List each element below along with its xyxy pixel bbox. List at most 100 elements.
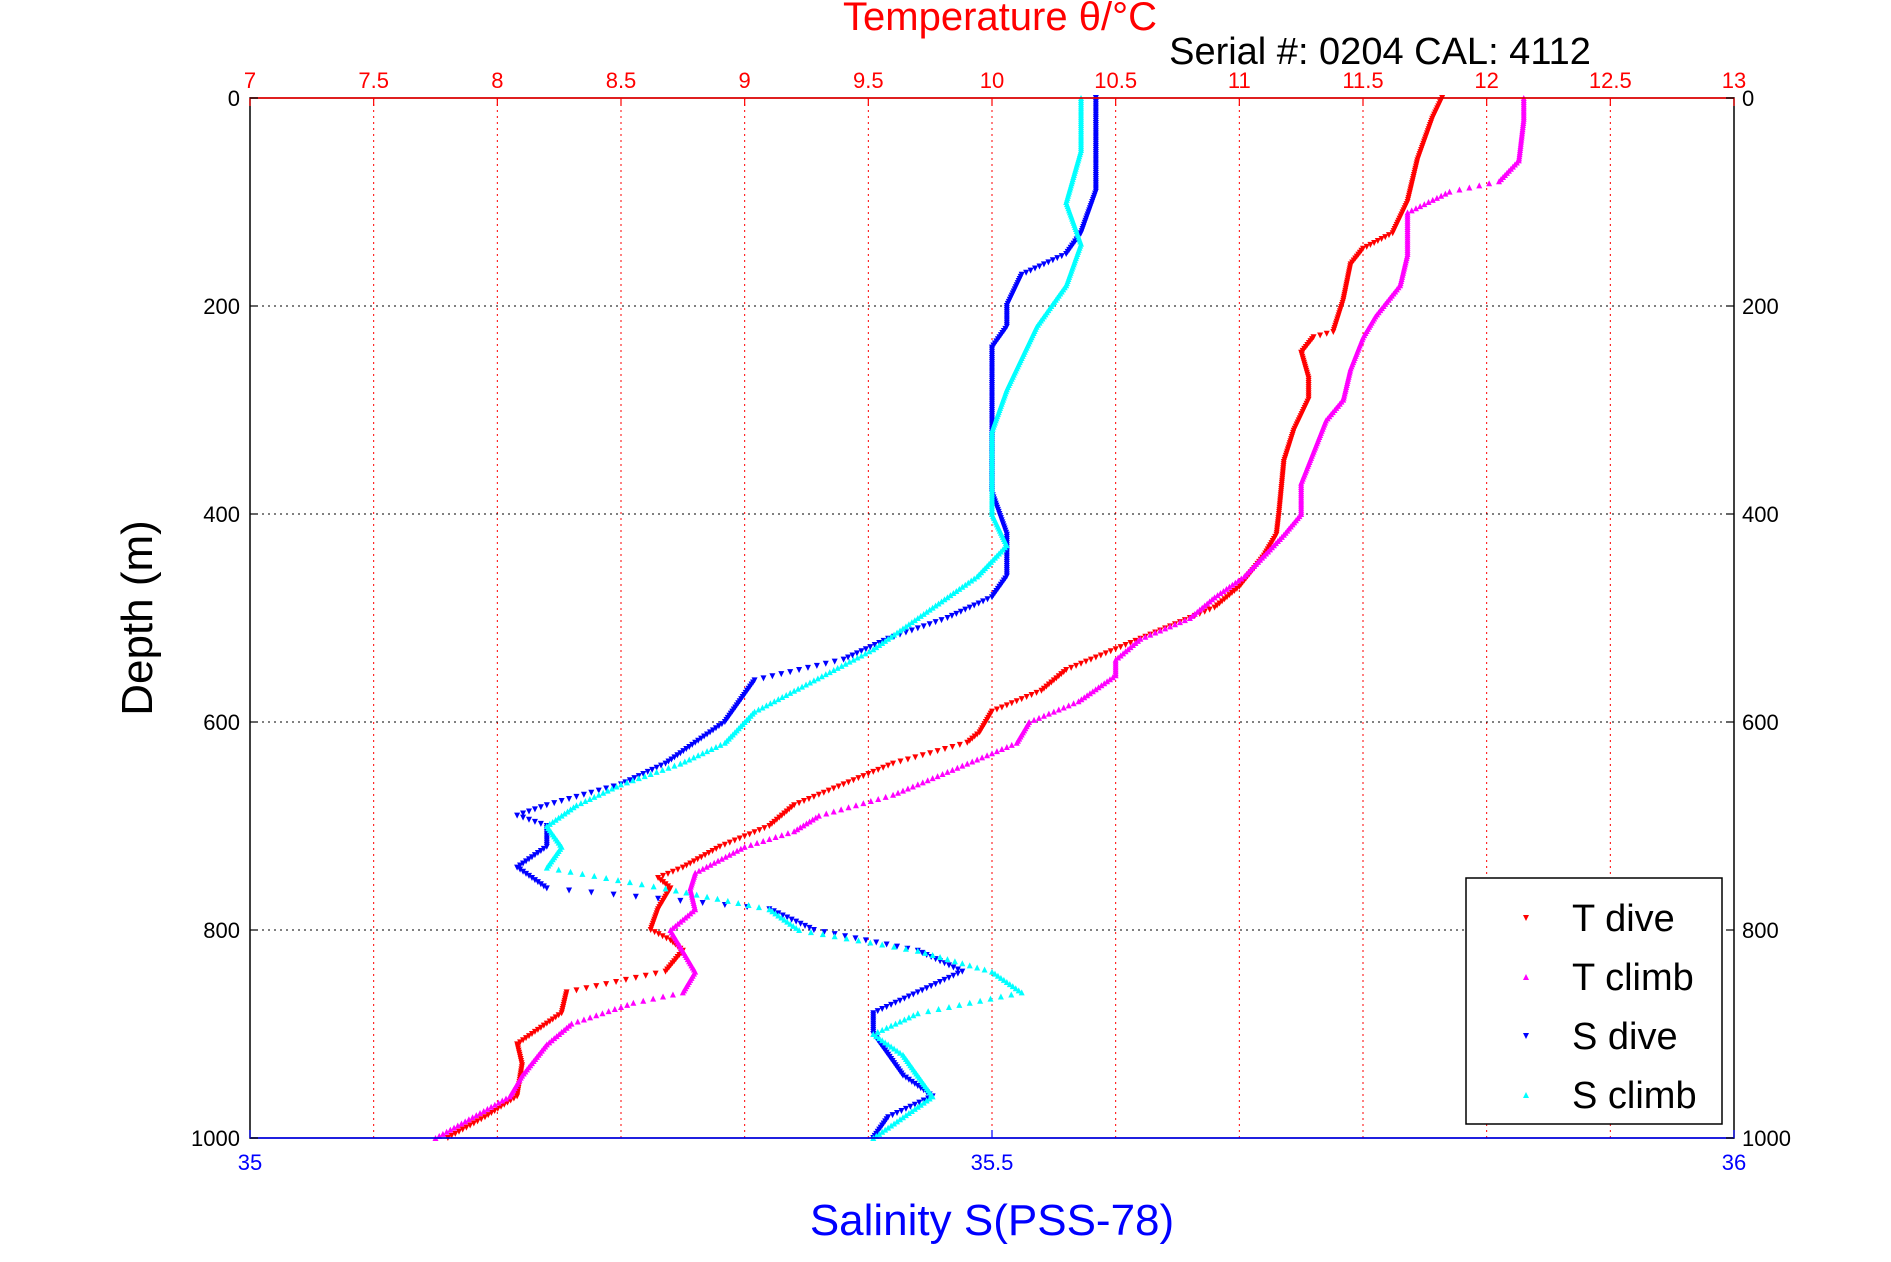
- data-marker: [659, 766, 666, 773]
- data-marker: [593, 983, 600, 990]
- data-marker: [870, 768, 877, 775]
- data-marker: [883, 1003, 890, 1010]
- series-t-climb: [432, 95, 1527, 1141]
- data-marker: [866, 648, 873, 655]
- data-marker: [577, 800, 584, 807]
- data-marker: [873, 939, 880, 946]
- data-marker: [784, 918, 791, 925]
- data-marker: [1092, 686, 1099, 693]
- data-marker: [1456, 186, 1463, 193]
- data-marker: [949, 743, 956, 750]
- data-marker: [1167, 623, 1174, 630]
- data-point: [989, 968, 995, 975]
- data-marker: [695, 737, 702, 744]
- data-marker: [989, 425, 996, 432]
- top-tick-label: 9.5: [853, 68, 884, 93]
- data-marker: [1520, 113, 1527, 120]
- data-marker: [746, 831, 753, 838]
- data-marker: [831, 658, 838, 665]
- data-marker: [551, 800, 558, 807]
- data-marker: [546, 1039, 553, 1046]
- data-marker: [1281, 456, 1288, 463]
- right-tick-label: 800: [1742, 918, 1779, 943]
- data-marker: [1081, 694, 1088, 701]
- data-marker: [610, 783, 617, 790]
- data-point: [1075, 698, 1082, 705]
- data-marker: [1374, 238, 1381, 244]
- data-marker: [905, 993, 912, 1000]
- data-marker: [902, 1105, 909, 1112]
- right-tick-label: 1000: [1742, 1126, 1791, 1151]
- data-marker: [712, 725, 719, 732]
- data-marker: [1003, 529, 1010, 536]
- data-point: [890, 791, 897, 798]
- data-marker: [898, 1107, 905, 1114]
- data-marker: [724, 897, 731, 904]
- right-tick-label: 600: [1742, 710, 1779, 735]
- data-marker: [463, 1124, 470, 1131]
- series-s-climb: [543, 95, 1085, 1141]
- data-marker: [588, 789, 595, 796]
- data-marker: [845, 804, 852, 811]
- data-marker: [566, 795, 573, 802]
- data-marker: [1009, 983, 1016, 990]
- data-marker: [520, 814, 527, 821]
- data-marker: [1349, 259, 1356, 266]
- data-marker: [860, 773, 867, 780]
- data-marker: [838, 662, 845, 669]
- data-marker: [520, 868, 527, 875]
- data-marker: [879, 941, 886, 948]
- data-marker: [1476, 182, 1483, 189]
- data-marker: [935, 600, 942, 607]
- data-marker: [823, 810, 830, 817]
- data-marker: [603, 875, 610, 881]
- data-marker: [660, 993, 667, 1000]
- data-marker: [962, 581, 969, 588]
- top-tick-label: 8: [491, 68, 503, 93]
- data-marker: [781, 916, 788, 923]
- data-marker: [721, 841, 728, 848]
- data-marker: [1055, 706, 1062, 713]
- data-marker: [555, 814, 562, 821]
- data-marker: [655, 895, 662, 902]
- data-marker: [912, 754, 919, 761]
- data-marker: [820, 789, 827, 796]
- data-marker: [1374, 311, 1381, 318]
- data-marker: [1008, 700, 1015, 707]
- data-marker: [713, 845, 720, 852]
- data-marker: [966, 737, 973, 744]
- data-point: [481, 1114, 488, 1121]
- right-tick-label: 200: [1742, 294, 1779, 319]
- data-marker: [989, 415, 995, 422]
- data-point: [766, 906, 773, 913]
- data-marker: [1408, 207, 1415, 214]
- data-marker: [1035, 321, 1042, 328]
- data-point: [939, 771, 946, 777]
- data-marker: [1226, 583, 1233, 590]
- data-marker: [1415, 155, 1422, 162]
- data-marker: [465, 1116, 472, 1123]
- data-marker: [883, 941, 890, 948]
- legend-marker: [1523, 1092, 1529, 1098]
- data-marker: [807, 929, 814, 936]
- data-marker: [896, 1116, 903, 1123]
- data-marker: [564, 808, 571, 815]
- left-tick-label: 800: [203, 918, 240, 943]
- data-marker: [1040, 261, 1047, 268]
- data-marker: [1429, 196, 1436, 203]
- data-marker: [1040, 685, 1047, 692]
- data-marker: [561, 810, 568, 817]
- data-marker: [905, 1014, 912, 1021]
- data-marker: [709, 847, 716, 854]
- data-marker: [768, 820, 775, 827]
- data-point: [870, 1031, 877, 1037]
- data-marker: [934, 748, 941, 755]
- data-marker: [678, 945, 685, 952]
- data-point: [810, 927, 817, 933]
- data-marker: [778, 671, 785, 678]
- data-marker: [531, 877, 538, 884]
- data-marker: [452, 1130, 459, 1137]
- data-marker: [745, 902, 752, 909]
- data-marker: [1065, 702, 1072, 709]
- data-marker: [537, 881, 544, 888]
